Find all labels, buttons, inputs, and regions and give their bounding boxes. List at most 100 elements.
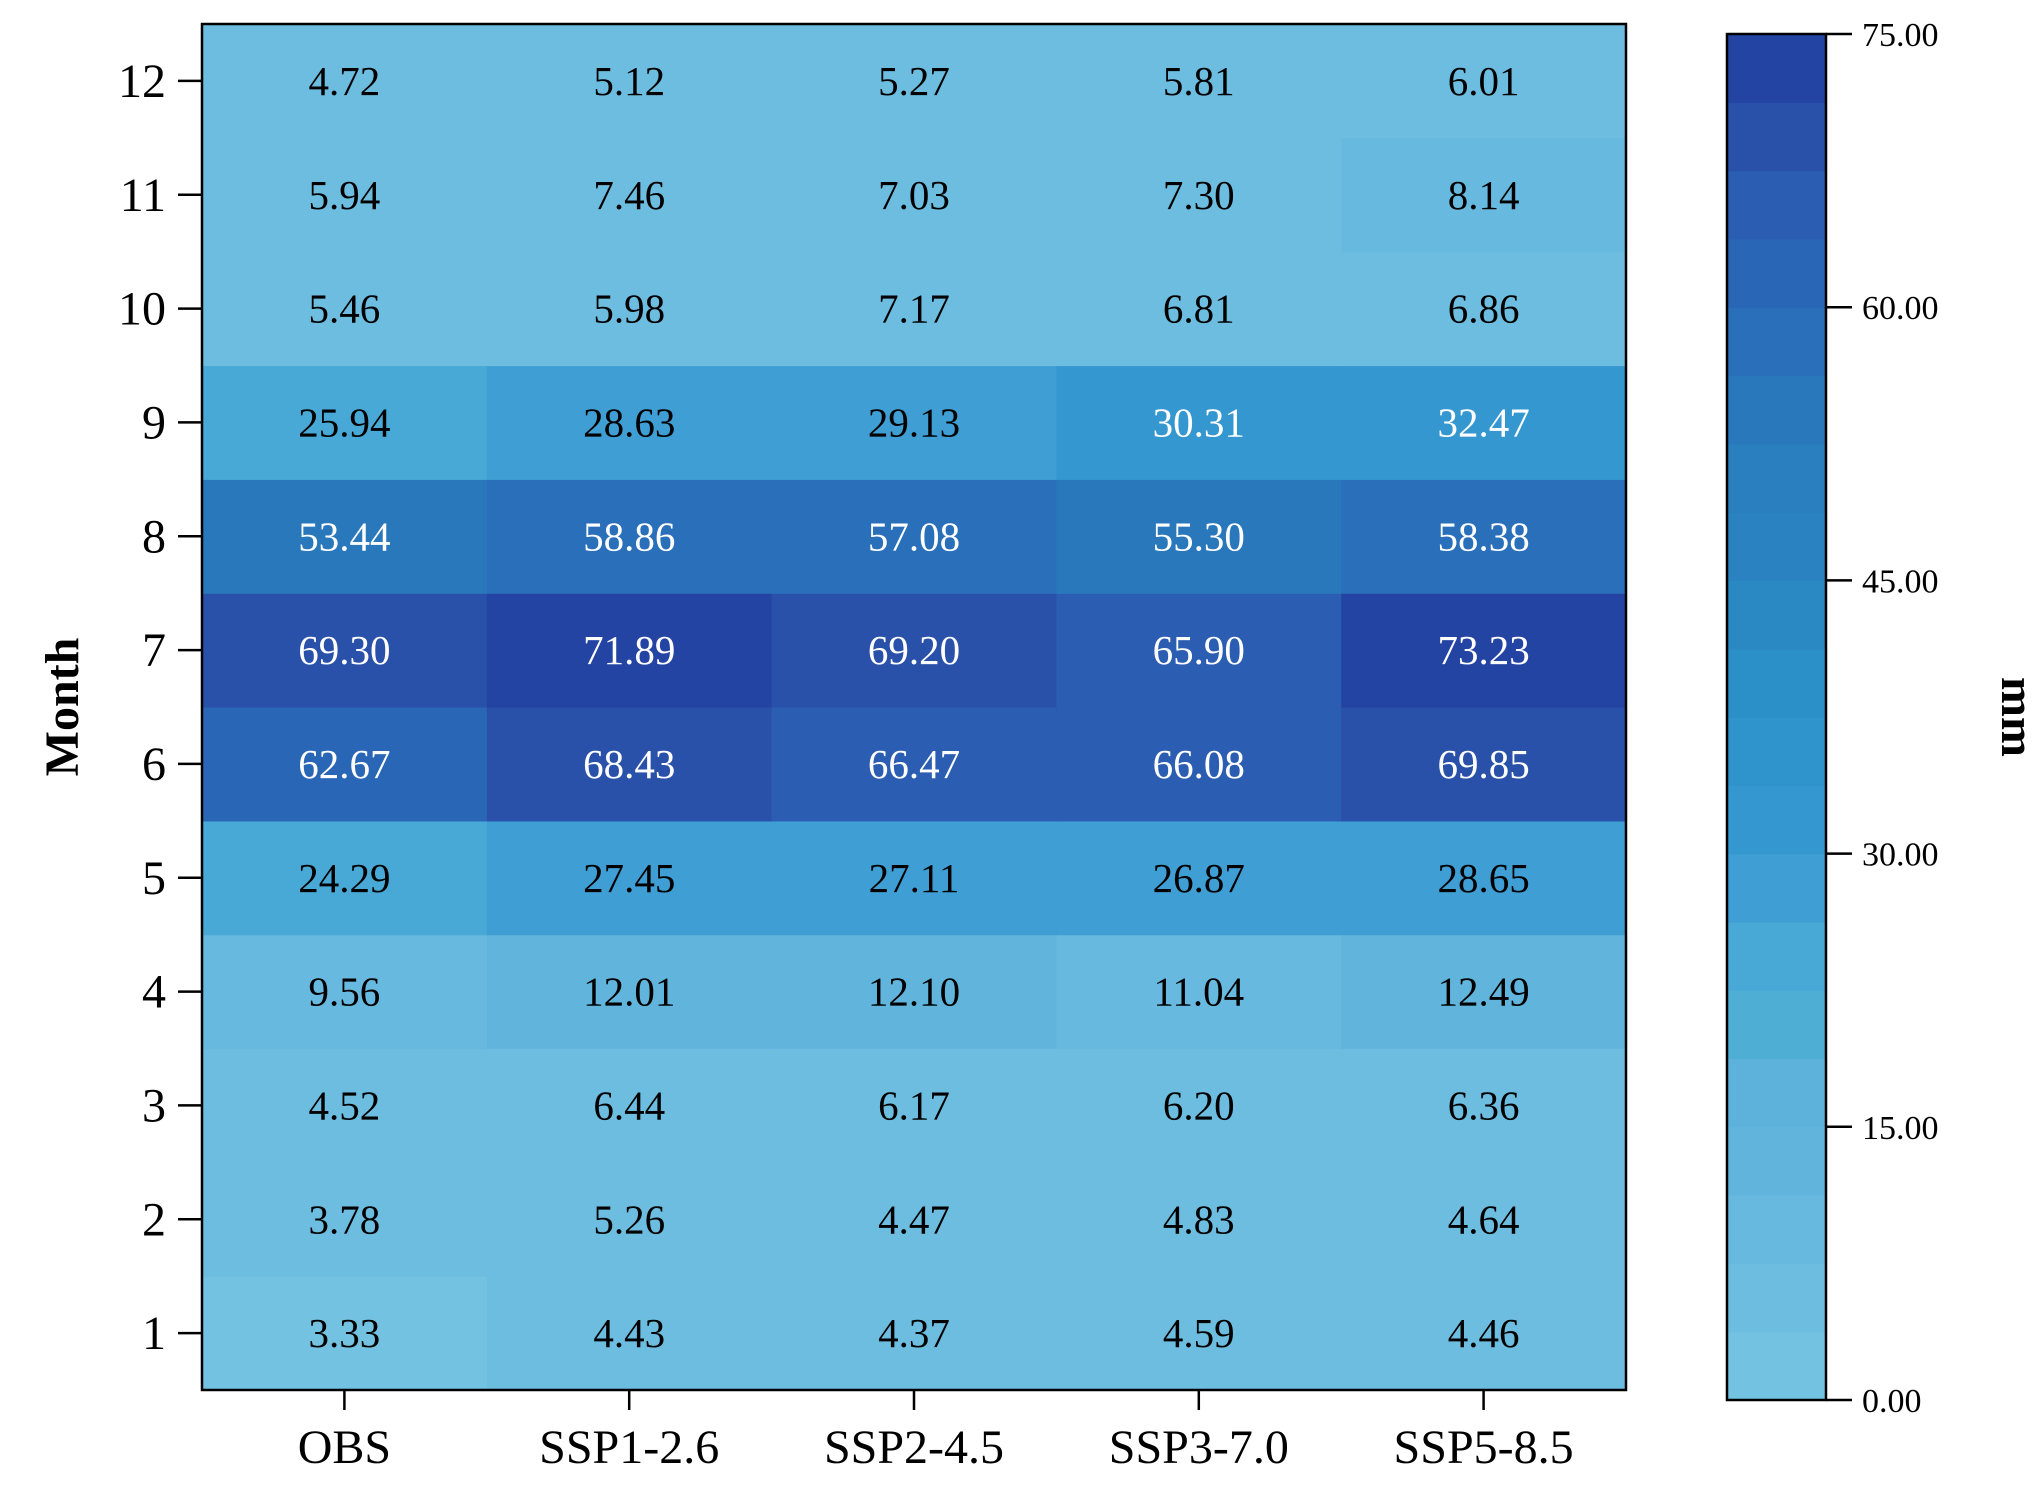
heatmap-cell [771, 1276, 1057, 1391]
heatmap-cell-label: 9.56 [309, 969, 381, 1015]
heatmap-cell [202, 137, 488, 253]
heatmap-cell-label: 68.43 [583, 741, 675, 787]
heatmap-cell [202, 365, 488, 480]
heatmap-cell-label: 6.36 [1448, 1082, 1520, 1128]
heatmap-cell-label: 65.90 [1153, 627, 1245, 673]
heatmap-cell [1056, 365, 1342, 480]
colorbar-tick-label: 75.00 [1862, 17, 1939, 54]
heatmap-cell [486, 479, 773, 594]
heatmap-cell [771, 1162, 1057, 1277]
heatmap-cell-label: 5.27 [878, 58, 950, 104]
colorbar-segment [1727, 238, 1826, 308]
heatmap-cell-labels: 3.33 4.43 4.37 4.59 4.46 3.78 5.26 4.47 4.83 4.64… [298, 58, 1529, 1356]
colorbar-tick-label: 0.00 [1862, 1383, 1922, 1420]
colorbar-tick-label: 30.00 [1862, 837, 1939, 874]
heatmap-cell [202, 820, 488, 936]
colorbar-segment [1727, 1058, 1826, 1128]
heatmap-cell-label: 32.47 [1437, 399, 1529, 445]
heatmap-cell [1056, 1048, 1342, 1163]
heatmap-cell-label: 5.94 [309, 172, 381, 218]
heatmap-cell-label: 28.65 [1437, 855, 1529, 901]
heatmap-cell [771, 707, 1057, 822]
heatmap-cell-label: 12.49 [1437, 969, 1529, 1015]
heatmap-cell [1341, 934, 1627, 1050]
heatmap-cell [1056, 137, 1342, 253]
y-tick-label: 1 [142, 1307, 166, 1360]
heatmap-cell-label: 55.30 [1153, 513, 1245, 559]
colorbar-tick-label: 15.00 [1862, 1110, 1939, 1147]
heatmap-cell [1341, 1048, 1627, 1163]
heatmap-cell [202, 251, 488, 367]
colorbar-segment [1727, 170, 1826, 240]
heatmap-cell-label: 4.47 [878, 1196, 950, 1242]
heatmap-cell-label: 7.46 [593, 172, 665, 218]
heatmap-cell [771, 479, 1057, 594]
heatmap-cell [1056, 934, 1342, 1050]
colorbar-segment [1727, 307, 1826, 377]
heatmap-cell [486, 593, 773, 708]
heatmap-cell [1056, 1276, 1342, 1391]
y-tick-label: 2 [142, 1193, 166, 1246]
heatmap-cell-label: 62.67 [298, 741, 390, 787]
colorbar-segment [1727, 1331, 1826, 1401]
heatmap-cell [486, 1162, 773, 1277]
colorbar-segment [1727, 648, 1826, 718]
heatmap-cell [202, 707, 488, 822]
colorbar-frame [1725, 32, 1828, 1402]
heatmap-cell-label: 26.87 [1153, 855, 1245, 901]
heatmap-cell [1056, 707, 1342, 822]
colorbar-segment [1727, 1195, 1826, 1264]
heatmap-cell-label: 6.81 [1163, 286, 1235, 332]
heatmap-cell-label: 27.11 [869, 855, 960, 901]
colorbar-tick-label: 60.00 [1862, 290, 1939, 327]
heatmap-cell-label: 58.38 [1437, 513, 1529, 559]
heatmap-cell-label: 4.72 [309, 58, 381, 104]
heatmap-cell [486, 365, 773, 480]
y-axis-title: Month [36, 638, 89, 777]
y-tick-label: 4 [142, 966, 166, 1019]
heatmap-cell-label: 5.12 [593, 58, 665, 104]
y-tick-label: 8 [142, 510, 166, 563]
heatmap-cell-label: 4.43 [593, 1310, 665, 1356]
heatmap-cell [1341, 251, 1627, 367]
colorbar [1725, 32, 1828, 1402]
heatmap-cell [202, 1276, 488, 1391]
heatmap-cell-label: 28.63 [583, 399, 675, 445]
heatmap-cell-label: 69.30 [298, 627, 390, 673]
heatmap-cell-label: 71.89 [583, 627, 675, 673]
colorbar-segment [1727, 443, 1826, 513]
colorbar-segment [1727, 512, 1826, 581]
heatmap-cell-label: 25.94 [298, 399, 390, 445]
heatmap-cell-label: 3.33 [309, 1310, 381, 1356]
heatmap-cell [1056, 24, 1342, 139]
heatmap-cell [486, 1276, 773, 1391]
heatmap-cell-label: 66.47 [868, 741, 960, 787]
y-tick-label: 6 [142, 738, 166, 791]
heatmap-cell-label: 4.59 [1163, 1310, 1235, 1356]
heatmap-cell [1056, 1162, 1342, 1277]
y-tick-label: 10 [118, 283, 166, 336]
heatmap-cell [771, 137, 1057, 253]
heatmap-cell [771, 934, 1057, 1050]
heatmap-cell [202, 934, 488, 1050]
heatmap-cell [1056, 820, 1342, 936]
colorbar-segment [1727, 717, 1826, 786]
heatmap-cell-label: 27.45 [583, 855, 675, 901]
heatmap-cell-label: 5.81 [1163, 58, 1235, 104]
y-tick-label: 3 [142, 1079, 166, 1132]
heatmap-cell-label: 4.83 [1163, 1196, 1235, 1242]
colorbar-segment [1727, 375, 1826, 445]
heatmap-cell-label: 53.44 [298, 513, 390, 559]
heatmap-cell [1341, 365, 1627, 480]
heatmap-cell-label: 4.64 [1448, 1196, 1520, 1242]
heatmap-cell-label: 12.10 [868, 969, 960, 1015]
heatmap-cell-label: 12.01 [583, 969, 675, 1015]
heatmap-cell [486, 137, 773, 253]
heatmap-cell [771, 365, 1057, 480]
heatmap-cell-label: 30.31 [1153, 399, 1245, 445]
heatmap-cell [771, 24, 1057, 139]
y-tick-label: 12 [118, 55, 166, 108]
heatmap-cell-label: 4.46 [1448, 1310, 1520, 1356]
colorbar-segment [1727, 580, 1826, 650]
